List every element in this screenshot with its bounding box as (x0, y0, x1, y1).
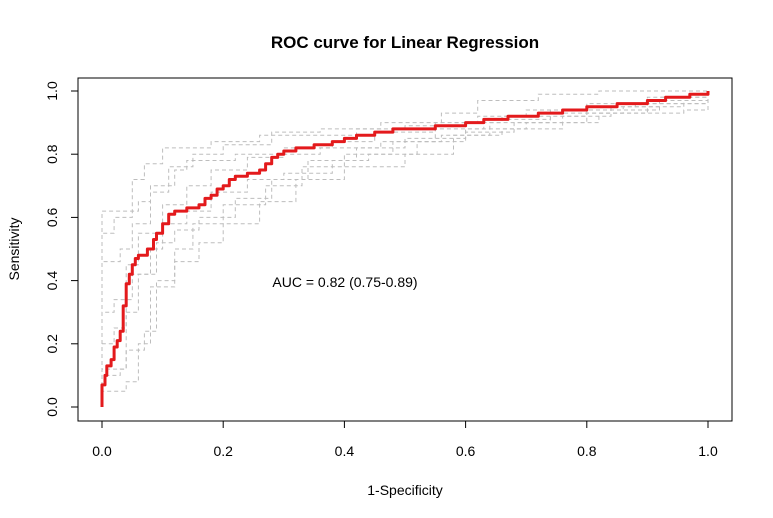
y-tick-label: 0.6 (44, 207, 60, 227)
y-tick-label: 0.0 (44, 397, 60, 417)
x-tick-label: 0.2 (213, 443, 233, 459)
bootstrap-roc-curve-7 (101, 91, 709, 407)
y-tick-label: 1.0 (44, 81, 60, 101)
x-axis-label: 1-Specificity (367, 482, 442, 498)
bootstrap-roc-curve-6 (101, 91, 709, 407)
chart-title: ROC curve for Linear Regression (271, 33, 539, 52)
x-tick-label: 1.0 (698, 443, 718, 459)
y-tick-label: 0.4 (44, 271, 60, 291)
x-axis: 0.0 0.2 0.4 0.6 0.8 1.0 (92, 420, 718, 459)
bootstrap-roc-curve-5 (101, 90, 708, 407)
y-tick-label: 0.8 (44, 144, 60, 164)
bootstrap-roc-curve-8 (101, 91, 709, 407)
main-roc-curve (100, 91, 710, 407)
y-axis-label: Sensitivity (6, 217, 22, 280)
bootstrap-curves (101, 90, 709, 407)
x-tick-label: 0.8 (577, 443, 597, 459)
auc-annotation: AUC = 0.82 (0.75-0.89) (272, 274, 417, 290)
bootstrap-roc-curve-2 (101, 91, 709, 407)
y-tick-label: 0.2 (44, 334, 60, 354)
x-tick-label: 0.6 (456, 443, 476, 459)
y-axis: 0.0 0.2 0.4 0.6 0.8 1.0 (44, 81, 79, 417)
x-tick-label: 0.0 (92, 443, 112, 459)
main-roc-curve-layer (100, 91, 710, 407)
x-tick-label: 0.4 (335, 443, 355, 459)
